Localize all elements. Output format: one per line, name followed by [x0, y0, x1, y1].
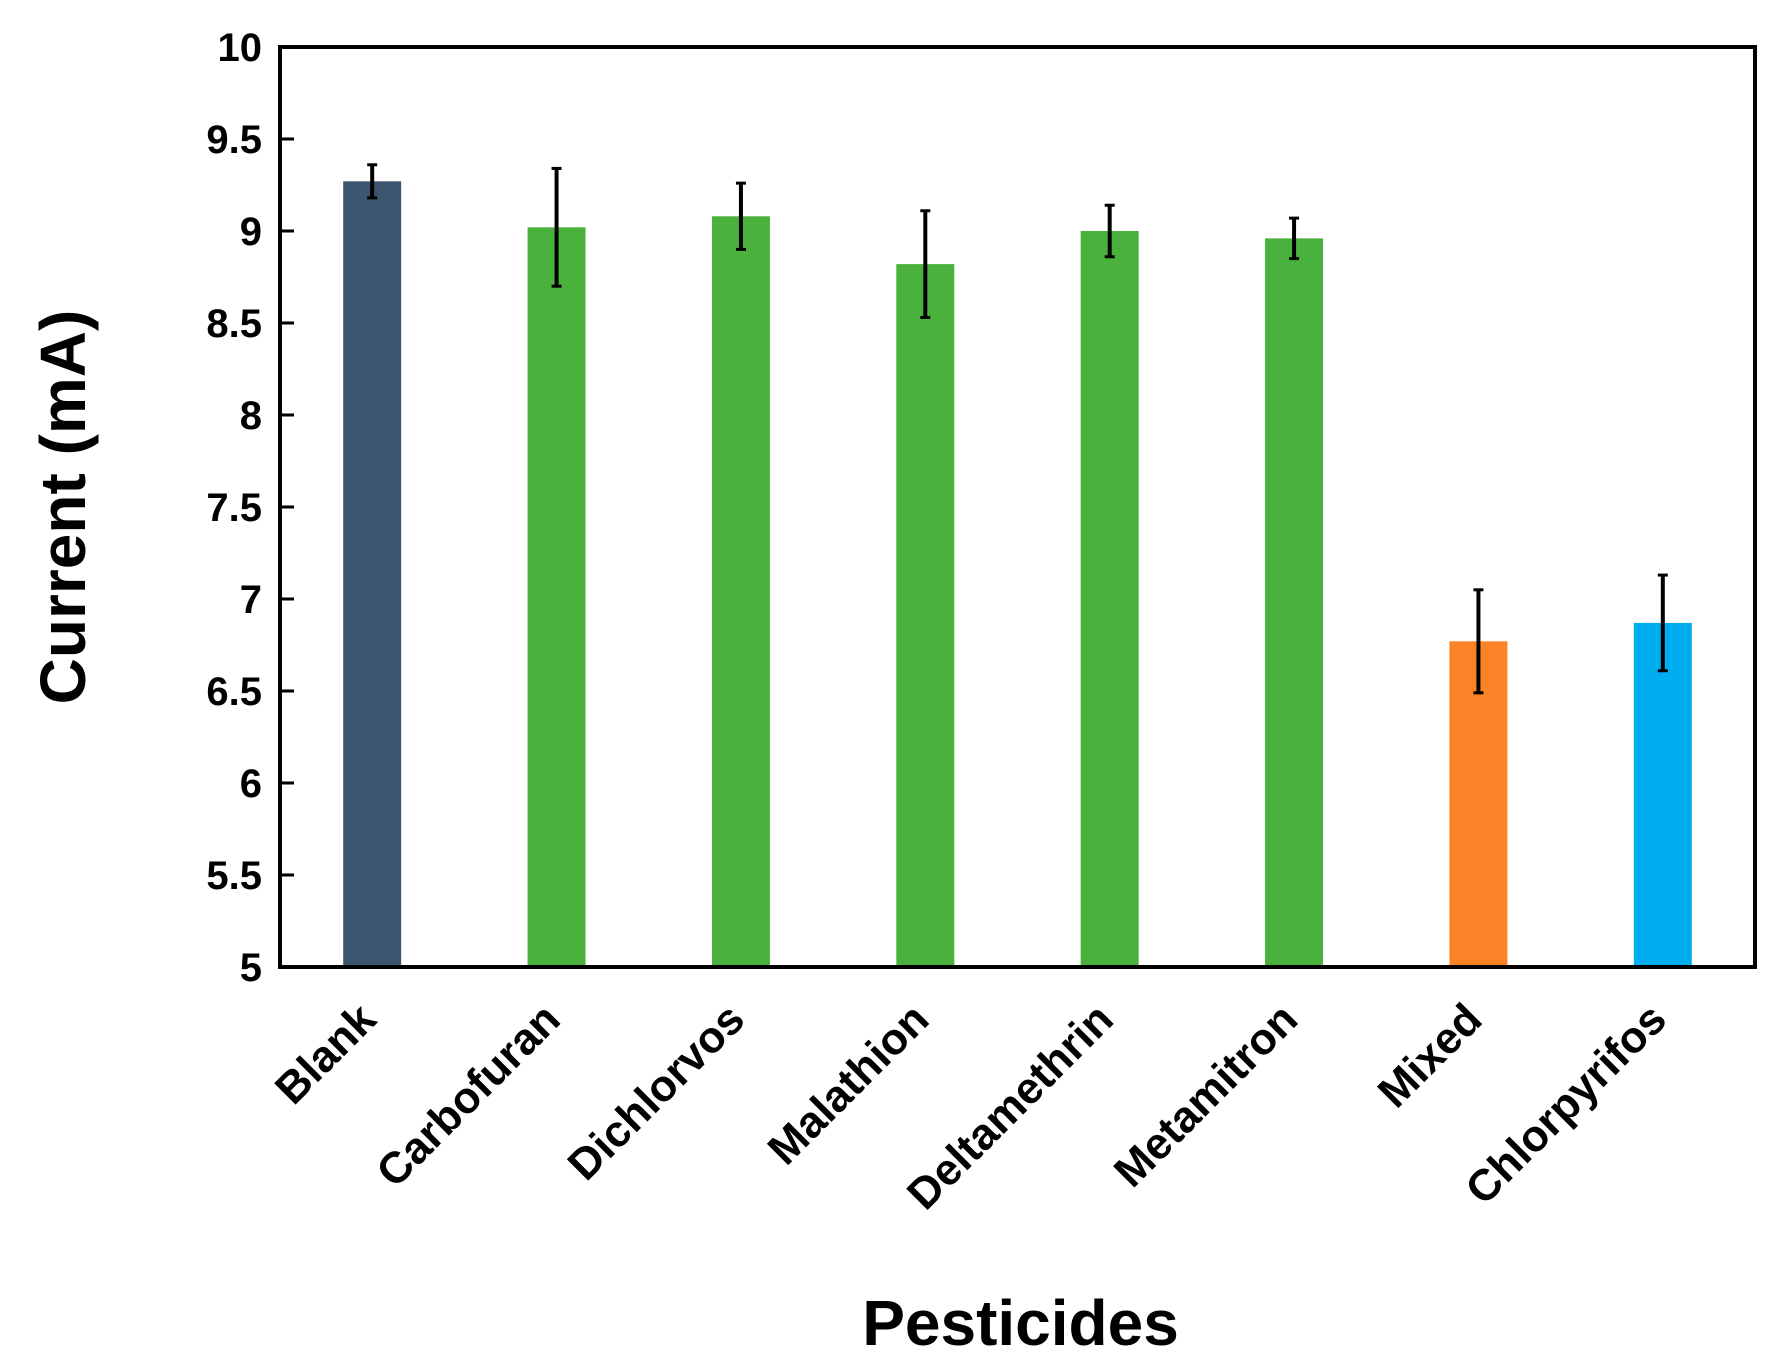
y-tick-label: 6.5 [206, 670, 262, 714]
x-category-label: Mixed [1369, 994, 1492, 1117]
bar-dichlorvos [711, 216, 770, 967]
error-bar-mixed [1473, 588, 1484, 695]
y-tick-label: 5.5 [206, 854, 262, 898]
error-bar-blank [367, 163, 378, 200]
y-axis-title: Current (mA) [27, 310, 99, 705]
bar-metamitron [1265, 238, 1324, 968]
y-tick-label: 6 [240, 762, 262, 806]
error-bar-dichlorvos [735, 181, 746, 251]
error-bar-chlorpyrifos [1657, 573, 1668, 673]
y-tick-label: 10 [218, 26, 263, 70]
y-tick-label: 8 [240, 394, 262, 438]
bars-layer [343, 181, 1692, 968]
y-axis-ticks: 5 5.5 6 6.5 7 7.5 8 8.5 9 9.5 10 [206, 26, 294, 990]
error-bar-carbofuran [551, 166, 562, 288]
y-tick-label: 9.5 [206, 118, 262, 162]
x-category-label: Dichlorvos [559, 994, 754, 1189]
error-bar-metamitron [1289, 216, 1300, 261]
bar-chlorpyrifos [1633, 622, 1692, 967]
bar-malathion [896, 264, 955, 967]
x-category-label: Metamitron [1105, 994, 1307, 1196]
bar-carbofuran [527, 227, 586, 967]
y-tick-label: 9 [240, 210, 262, 254]
error-bars-layer [367, 163, 1668, 695]
error-bar-malathion [920, 209, 931, 319]
x-category-label: Malathion [759, 994, 939, 1174]
bar-mixed [1449, 641, 1508, 967]
x-category-label: Blank [266, 994, 386, 1114]
error-bar-deltamethrin [1104, 203, 1115, 259]
y-tick-label: 7 [240, 578, 262, 622]
bar-blank [343, 181, 402, 967]
y-tick-label: 7.5 [206, 486, 262, 530]
plot-area-frame [278, 45, 1757, 969]
bar-deltamethrin [1080, 231, 1139, 967]
x-axis-title: Pesticides [862, 1287, 1179, 1359]
y-tick-label: 5 [240, 946, 262, 990]
x-category-label: Carbofuran [367, 994, 569, 1196]
y-tick-label: 8.5 [206, 302, 262, 346]
